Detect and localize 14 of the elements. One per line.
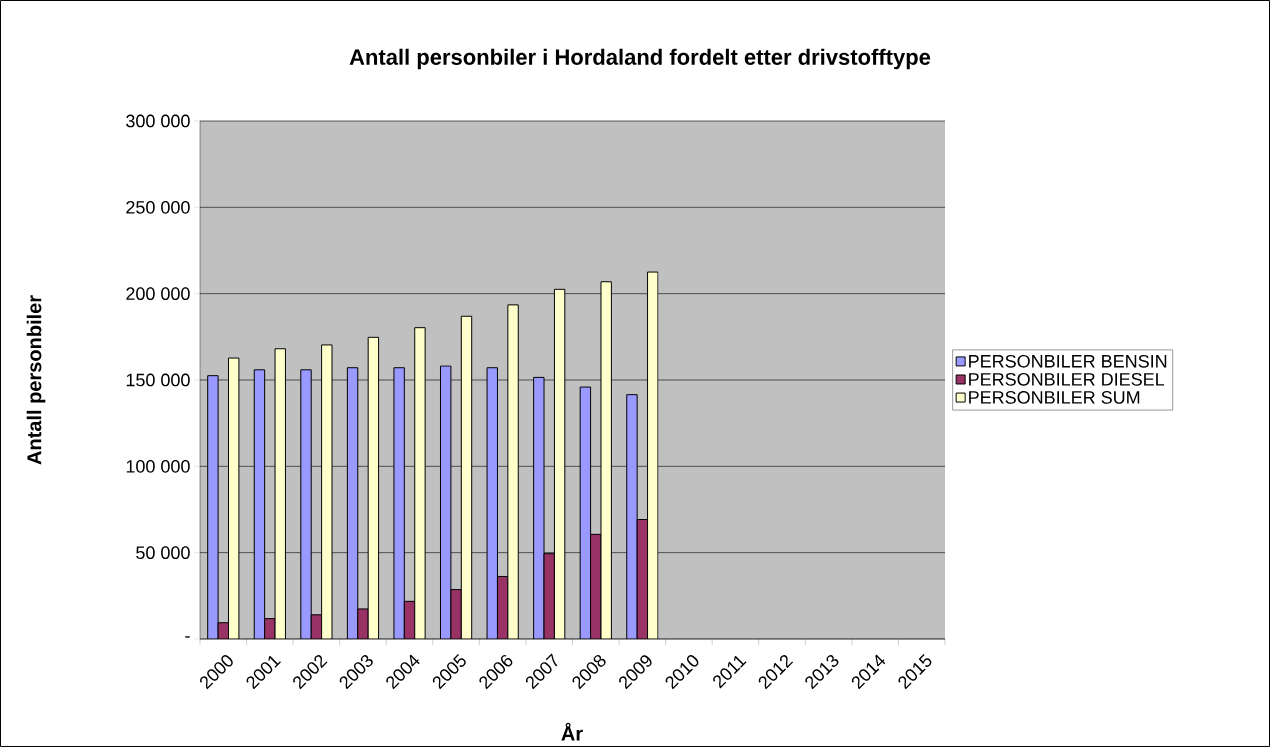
legend-label: PERSONBILER BENSIN (969, 354, 1167, 368)
y-tick-label: 100 000 (126, 459, 190, 473)
y-tick-label: 150 000 (126, 373, 190, 387)
x-axis-title: År (561, 722, 583, 741)
legend-label: PERSONBILER DIESEL (969, 372, 1165, 386)
y-tick-label: 300 000 (126, 114, 190, 128)
bar (300, 369, 312, 639)
y-tick-label: - (185, 636, 190, 638)
chart-title: Antall personbiler i Hordaland fordelt etter drivstofftype (349, 48, 931, 70)
y-tick-label: 200 000 (126, 287, 190, 301)
legend-label: PERSONBILER SUM (969, 391, 1140, 404)
y-tick-label: 50 000 (136, 546, 190, 560)
y-tick-label: 250 000 (126, 200, 190, 214)
y-axis-title: Antall personbiler (26, 295, 46, 465)
